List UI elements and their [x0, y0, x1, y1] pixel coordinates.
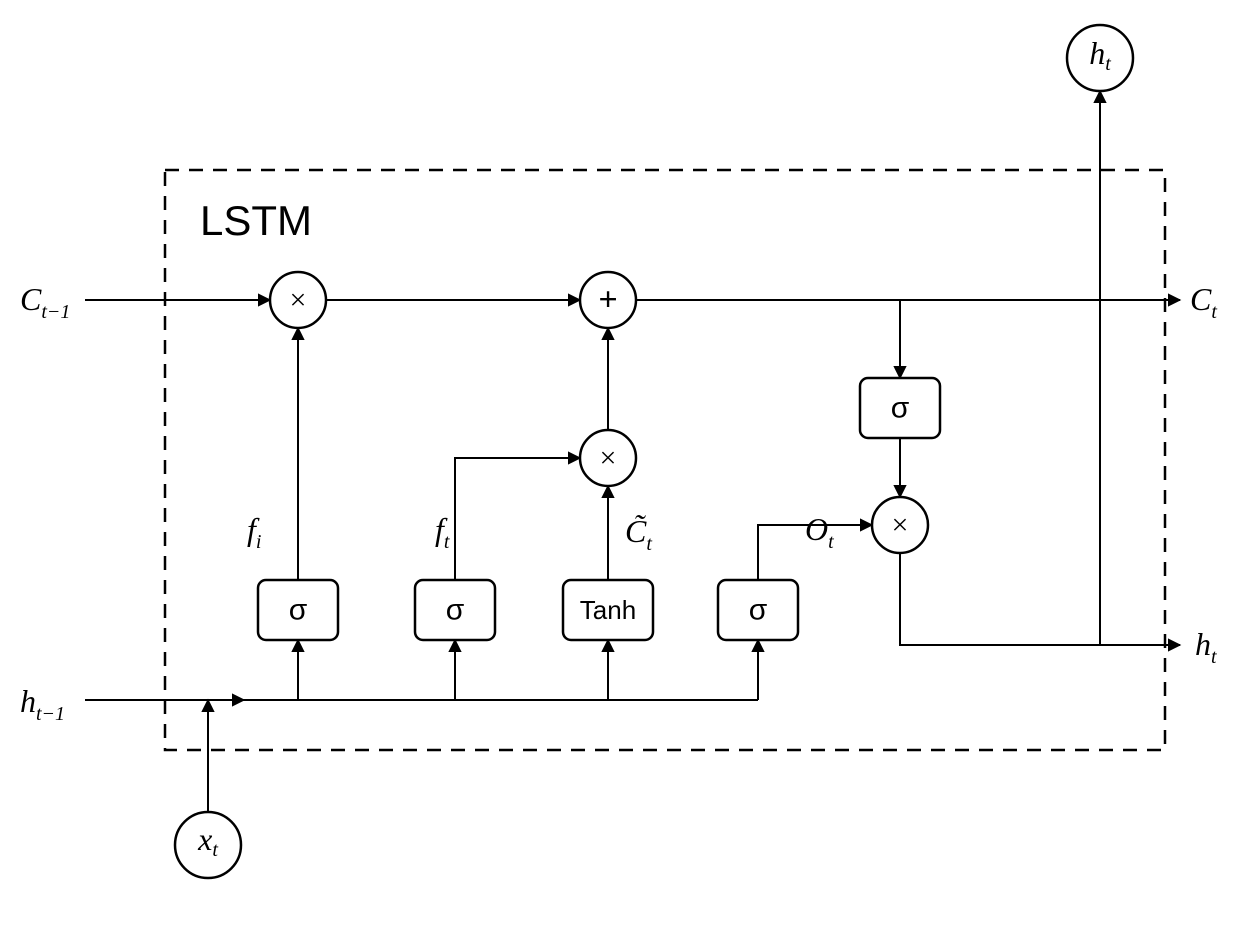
svg-text:σ: σ	[446, 594, 465, 627]
mul-symbol: ×	[892, 509, 909, 542]
gate-sigma-top: σ	[860, 378, 940, 438]
label-h-t: ht	[1195, 626, 1217, 668]
gate-sigma-ft: σ	[415, 580, 495, 640]
label-f-i: fi	[247, 511, 261, 553]
var-x-input: xt	[175, 812, 241, 878]
mul-symbol: ×	[600, 442, 617, 475]
plus-symbol: +	[598, 282, 617, 319]
op-mul-output: ×	[872, 497, 928, 553]
gate-sigma-o: σ	[718, 580, 798, 640]
mul-symbol: ×	[290, 284, 307, 317]
gate-sigma-fi: σ	[258, 580, 338, 640]
svg-text:Tanh: Tanh	[580, 595, 636, 625]
op-mul-input: ×	[580, 430, 636, 486]
svg-text:σ: σ	[289, 594, 308, 627]
svg-text:σ: σ	[891, 392, 910, 425]
lstm-diagram: × + × × σ σ Tanh σ σ xt	[0, 0, 1240, 933]
lstm-title: LSTM	[200, 197, 312, 244]
svg-text:σ: σ	[749, 594, 768, 627]
label-c-t: Ct	[1190, 281, 1217, 323]
op-mul-forget: ×	[270, 272, 326, 328]
label-c-tilde: C̃t	[625, 513, 652, 555]
label-c-prev: Ct−1	[20, 281, 70, 323]
var-h-output-top: ht	[1067, 25, 1133, 91]
lstm-cell-box	[165, 170, 1165, 750]
op-plus: +	[580, 272, 636, 328]
label-h-prev: ht−1	[20, 683, 65, 725]
label-o-t: Ot	[805, 511, 834, 553]
label-f-t: ft	[435, 511, 450, 553]
gate-tanh: Tanh	[563, 580, 653, 640]
